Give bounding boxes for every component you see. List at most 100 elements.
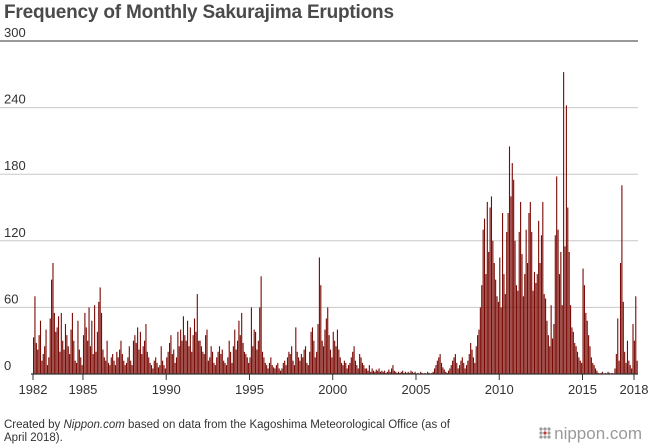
bar [284,360,286,374]
bar [264,362,266,374]
bar [170,335,172,374]
bar [289,354,291,374]
bar [628,360,630,374]
bar [434,368,436,374]
source-name: Nippon.com [63,419,125,431]
bar [232,346,234,374]
bar [453,357,455,374]
bar [142,346,144,374]
bar [175,357,178,374]
bar [397,371,400,374]
bar [545,298,547,374]
bar [84,312,86,374]
bar [98,301,100,374]
bar [506,231,508,374]
bar [618,360,620,374]
bar [117,357,119,374]
bar [148,357,150,374]
bar [579,360,581,374]
bar [331,357,333,374]
bar [575,346,577,374]
bar [107,362,110,374]
bar [293,365,295,374]
bar [460,360,462,374]
bar [586,320,588,374]
bar [64,324,67,374]
bar [127,357,129,374]
bar [128,346,130,374]
bar [103,357,105,374]
bar [468,354,470,374]
bar [389,371,391,374]
bar [574,342,576,374]
bar [561,305,563,374]
bar [181,340,183,374]
bar [67,346,69,374]
bar [185,340,187,374]
bar [167,351,169,374]
x-tick-label: 2000 [318,382,347,397]
bar [155,357,157,374]
bar [149,362,151,374]
bar [536,274,538,374]
bar [69,354,71,374]
bar [105,360,107,374]
bar [503,274,505,374]
bar [174,362,176,374]
bar [253,329,255,374]
bar [324,329,326,374]
bar [459,365,461,374]
bar [277,362,279,374]
bar [386,371,388,374]
bar [257,340,259,374]
bar [150,365,153,374]
bar [632,324,634,374]
bar [371,368,373,374]
bar [449,368,451,374]
bar [124,365,126,374]
bar [528,213,530,374]
bar [227,357,229,374]
bar [255,331,257,374]
bar [445,371,447,374]
bar [304,346,307,374]
bar [230,351,232,374]
bar [442,367,444,374]
bar [137,327,139,374]
bar [206,329,208,374]
bar [463,362,465,374]
bar [551,338,554,374]
bar [538,220,540,374]
bar [635,296,637,374]
bar [193,318,196,374]
bar [529,201,531,374]
bar [238,320,240,374]
bar [250,307,252,374]
bar [144,340,146,374]
bar [368,365,370,374]
bar [100,312,103,374]
bar [479,307,481,374]
bar [41,360,43,374]
bar [492,240,494,374]
bar [70,329,72,374]
bar [271,365,273,374]
bar [196,294,198,374]
bar [225,365,227,374]
bar [594,368,597,374]
y-tick-label: 60 [4,291,18,306]
bar [242,342,244,374]
bar [89,346,91,374]
bar [278,368,280,374]
bar [298,357,300,374]
bar [359,354,361,374]
bar [178,346,180,374]
bar [162,360,164,374]
bar [456,362,458,374]
bar [338,349,340,374]
bar [475,346,477,374]
bar [56,327,58,374]
bar [62,340,64,374]
bar [407,371,409,374]
bar [435,365,437,374]
